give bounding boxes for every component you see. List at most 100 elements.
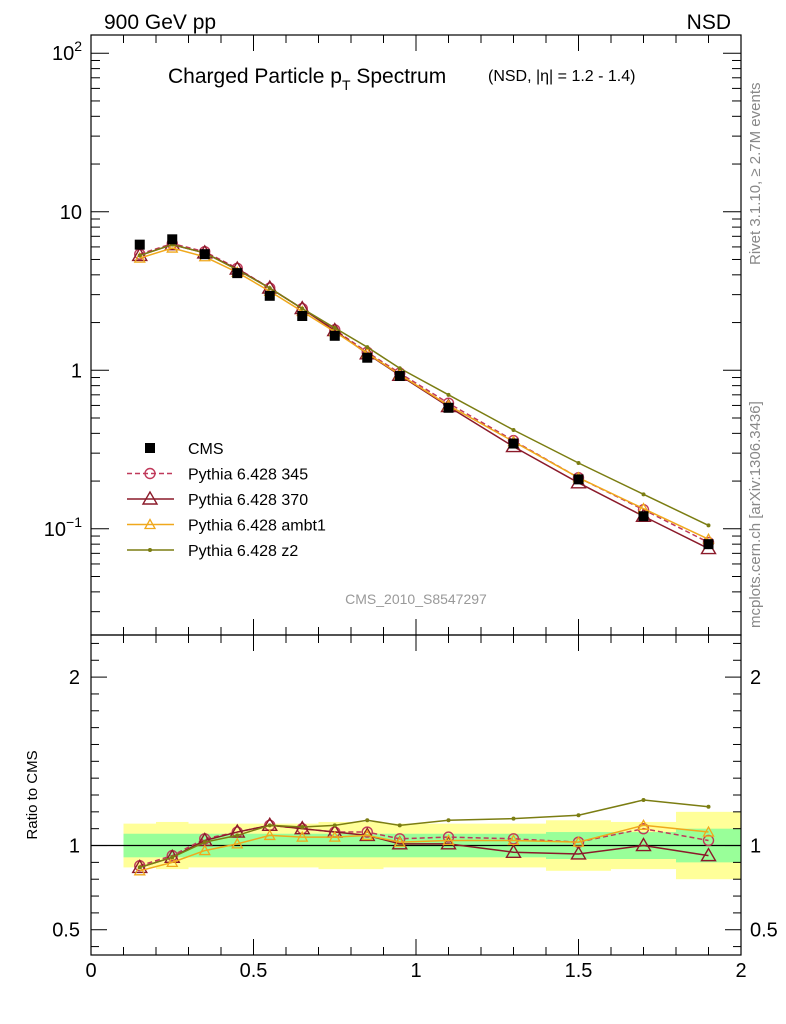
ratio-point-z2: [300, 825, 305, 829]
ratio-point-p370: [635, 837, 652, 852]
main-y-tick-label: 10−1: [44, 514, 82, 541]
main-point-z2: [137, 253, 142, 258]
ratio-x-tick-label: 0.5: [240, 960, 268, 982]
legend-label-ambt1: Pythia 6.428 ambt1: [188, 518, 326, 535]
ratio-point-ambt1: [572, 835, 585, 847]
ratio-point-ambt1: [263, 829, 276, 841]
ratio-point-ambt1: [361, 829, 374, 841]
main-point-ambt1: [166, 241, 179, 253]
main-point-cms: [167, 234, 178, 245]
energy-label: 900 GeV pp: [104, 11, 216, 34]
source-label: mcplots.cern.ch [arXiv:1306.3436]: [747, 401, 764, 628]
legend-label-z2: Pythia 6.428 z2: [188, 543, 298, 560]
ratio-point-ambt1: [328, 830, 341, 842]
process-label: NSD: [687, 11, 731, 34]
ratio-y-tick-label-right: 0.5: [750, 920, 778, 942]
ratio-point-z2: [332, 823, 337, 828]
ratio-y-tick-label: 1: [69, 836, 80, 858]
main-line-z2: [139, 243, 709, 527]
analysis-label: CMS_2010_S8547297: [345, 591, 487, 607]
title-subscript: T: [342, 77, 351, 93]
ratio-point-p370: [700, 847, 717, 862]
main-point-cms: [508, 438, 519, 449]
ratio-x-tick-label: 0: [85, 960, 96, 982]
rivet-label: Rivet 3.1.10, ≥ 2.7M events: [747, 83, 764, 266]
ratio-point-ambt1: [133, 864, 146, 876]
main-point-cms: [443, 402, 454, 413]
main-point-cms: [573, 474, 584, 485]
ratio-point-p370: [294, 820, 311, 835]
ratio-point-z2: [267, 823, 272, 828]
title-note: (NSD, |η| = 1.2 - 1.4): [488, 68, 635, 85]
main-point-z2: [365, 345, 370, 350]
ratio-point-z2: [202, 840, 207, 845]
main-point-ambt1: [133, 251, 146, 263]
legend-marker-z2: [148, 548, 152, 552]
ratio-x-tick-label: 1.5: [565, 960, 593, 982]
ratio-y-tick-label-right: 2: [750, 667, 761, 689]
main-point-cms: [362, 352, 373, 363]
main-point-cms: [394, 371, 405, 382]
legend-marker-ambt1: [143, 518, 157, 530]
main-series: [131, 234, 717, 555]
ratio-y-tick-label-right: 1: [750, 836, 761, 858]
ratio-point-z2: [365, 818, 370, 823]
legend: CMS Pythia 6.428 345 Pythia 6.428 370 Pythi…: [127, 441, 326, 560]
ratio-point-p370: [505, 843, 522, 858]
ratio-point-z2: [397, 823, 402, 828]
ratio-point-z2: [235, 833, 240, 838]
main-point-cms: [297, 310, 308, 321]
main-point-cms: [199, 249, 210, 260]
main-point-z2: [576, 461, 581, 466]
ratio-point-ambt1: [166, 856, 179, 868]
main-line-ambt1: [139, 247, 709, 540]
ratio-point-p370: [359, 827, 376, 842]
ratio-point-p345: [507, 833, 520, 845]
legend-marker-p345: [144, 467, 156, 480]
main-point-z2: [641, 492, 646, 497]
ratio-point-ambt1: [231, 837, 244, 849]
main-point-cms: [264, 290, 275, 301]
main-point-z2: [332, 325, 337, 330]
ratio-point-z2: [706, 804, 711, 809]
ratio-point-p345: [442, 831, 455, 843]
ratio-x-tick-label: 2: [735, 960, 746, 982]
ratio-line-p370: [139, 824, 709, 869]
main-y-tick-label: 102: [52, 38, 82, 65]
main-point-cms: [638, 511, 649, 522]
title-tail: Spectrum: [351, 65, 447, 88]
ratio-series: [131, 798, 717, 876]
main-point-cms: [232, 268, 243, 279]
ratio-point-ambt1: [198, 844, 211, 856]
ratio-point-z2: [576, 813, 581, 818]
main-point-cms: [134, 239, 145, 250]
title-main: Charged Particle p: [168, 65, 342, 88]
chart-title: Charged Particle pT Spectrum: [168, 65, 446, 93]
main-point-z2: [300, 306, 305, 311]
main-point-z2: [267, 286, 272, 291]
main-point-z2: [511, 427, 516, 432]
main-y-tick-label: 1: [71, 360, 82, 382]
ratio-point-ambt1: [507, 834, 520, 846]
legend-marker-cms: [145, 443, 155, 453]
ratio-point-z2: [641, 798, 646, 803]
ratio-line-z2: [139, 799, 709, 869]
main-point-z2: [706, 523, 711, 528]
main-point-cms: [329, 330, 340, 341]
ratio-x-tick-label: 1: [410, 960, 421, 982]
legend-label-p370: Pythia 6.428 370: [188, 492, 308, 509]
legend-label-p345: Pythia 6.428 345: [188, 467, 308, 484]
ratio-line-ambt1: [139, 824, 709, 872]
ratio-point-ambt1: [296, 830, 309, 842]
main-point-z2: [397, 366, 402, 371]
ratio-point-ambt1: [393, 835, 406, 847]
ratio-point-z2: [511, 816, 516, 821]
main-point-cms: [703, 539, 714, 550]
legend-marker-p370: [141, 490, 159, 505]
ratio-point-z2: [137, 865, 142, 870]
legend-label-cms: CMS: [188, 441, 224, 458]
ratio-y-tick-label: 0.5: [52, 920, 80, 942]
main-y-tick-label: 10: [60, 202, 82, 224]
